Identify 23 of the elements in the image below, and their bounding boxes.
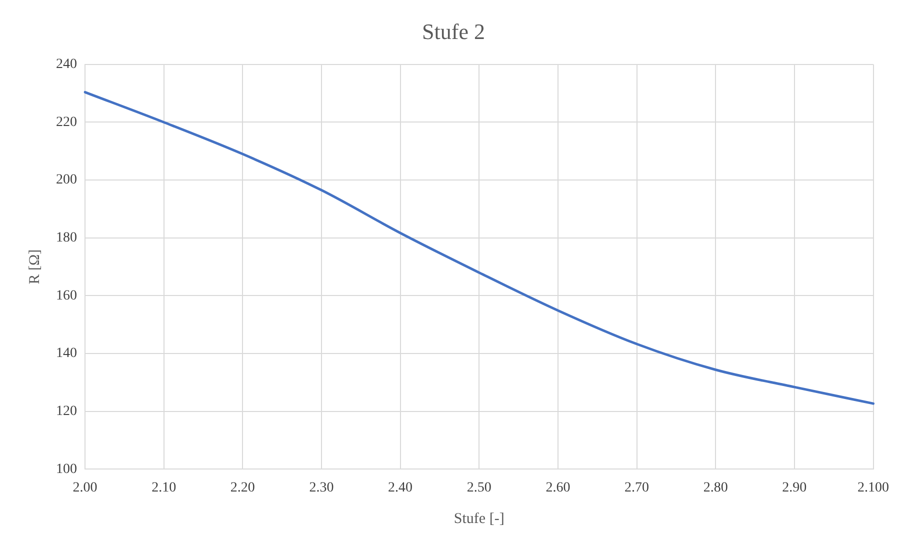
x-tick-label: 2.60 xyxy=(546,480,570,496)
x-tick-label: 2.00 xyxy=(72,480,98,496)
line-series xyxy=(84,90,874,405)
y-tick-label: 220 xyxy=(56,114,77,130)
y-tick-label: 200 xyxy=(56,172,77,188)
x-tick-label: 2.90 xyxy=(782,480,807,496)
x-tick-label: 2.10 xyxy=(152,480,176,496)
y-tick-label: 240 xyxy=(56,57,77,72)
x-tick-label: 2.50 xyxy=(466,480,492,496)
x-tick-label: 2.20 xyxy=(230,480,255,496)
x-axis-title: Stufe [-] xyxy=(454,510,504,527)
x-tick-label: 2.40 xyxy=(388,480,413,496)
chart-title: Stufe 2 xyxy=(422,18,485,44)
y-tick-label: 120 xyxy=(56,404,77,420)
x-tick-label: 2.100 xyxy=(858,480,889,496)
y-tick-label: 100 xyxy=(56,462,77,477)
y-tick-label: 160 xyxy=(56,288,77,304)
x-tick-label: 2.80 xyxy=(703,480,728,496)
y-axis-title: R [Ω] xyxy=(26,249,43,284)
y-tick-label: 180 xyxy=(56,230,77,246)
x-tick-label: 2.70 xyxy=(624,480,650,496)
y-tick-label: 140 xyxy=(56,346,77,362)
x-tick-label: 2.30 xyxy=(309,480,334,496)
